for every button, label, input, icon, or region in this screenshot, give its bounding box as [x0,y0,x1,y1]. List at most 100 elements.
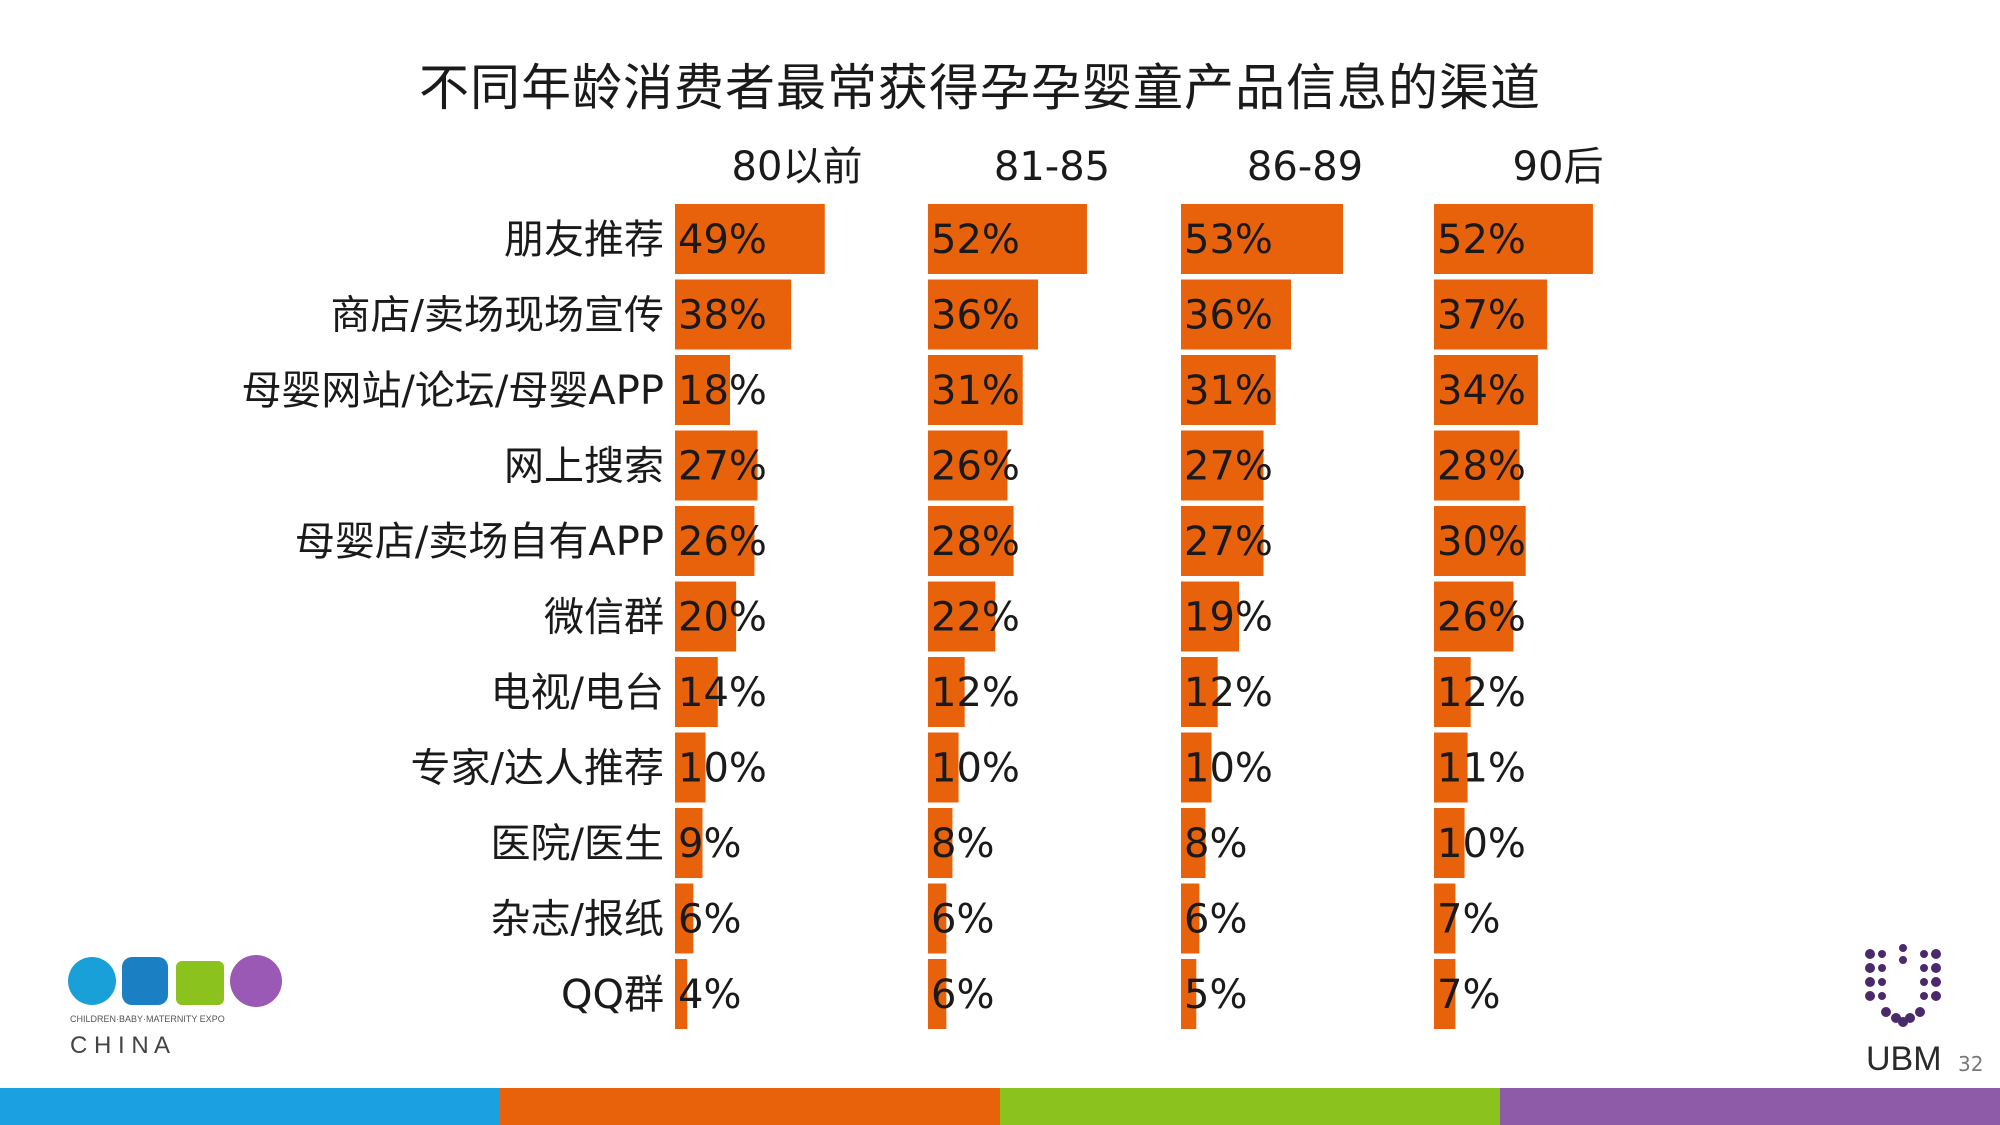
ubm-dot [1881,1007,1891,1017]
data-label: 27% [678,444,767,490]
data-label: 26% [931,444,1020,490]
data-label: 12% [1184,670,1273,716]
bar [1434,204,1593,274]
data-label: 22% [931,595,1020,641]
data-label: 10% [931,746,1020,792]
ubm-dot [1920,950,1928,958]
bar [675,430,758,501]
bar [1434,959,1456,1029]
bar [928,732,959,803]
bar [675,506,755,576]
ubm-dot [1920,964,1928,972]
ubm-dot [1865,977,1875,987]
bar [675,581,737,652]
cbme-e-shape [230,955,282,1007]
data-label: 8% [931,821,994,867]
series-header: 90后 [1513,144,1604,190]
bar [928,657,965,727]
bar [1181,279,1292,350]
bar [928,959,947,1029]
ubm-dot [1865,991,1875,1001]
category-label: 网上搜索 [504,444,664,490]
ubm-dot [1878,978,1886,986]
category-label: 杂志/报纸 [491,897,664,943]
bar [675,883,694,954]
data-label: 8% [1184,821,1247,867]
ubm-dot [1898,1017,1908,1027]
data-label: 34% [1437,368,1526,414]
cbme-b-shape [122,957,168,1005]
cbme-m-shape [176,961,224,1005]
bar [1181,732,1212,803]
bar [675,279,792,350]
data-label: 31% [1184,368,1273,414]
data-label: 52% [1437,217,1526,263]
ubm-dot [1915,1007,1925,1017]
category-label: 微信群 [544,595,664,641]
bar [928,355,1023,425]
ubm-dot [1931,991,1941,1001]
data-label: 10% [1437,821,1526,867]
category-label: 母婴网站/论坛/母婴APP [241,368,664,414]
ubm-logo-icon [1865,944,1941,1027]
data-label: 4% [678,972,741,1018]
data-label: 14% [678,670,767,716]
bar [1434,883,1456,954]
bar [928,430,1008,501]
category-label: 朋友推荐 [504,217,664,263]
data-label: 9% [678,821,741,867]
bar [1434,808,1465,878]
bar [1434,732,1468,803]
ubm-dot [1931,977,1941,987]
ubm-dot [1920,978,1928,986]
bar [1181,355,1276,425]
page-number: 32 [1958,1052,1984,1076]
bar [1181,657,1218,727]
stripe-purple [1500,1088,2000,1125]
data-label: 52% [931,217,1020,263]
series-header: 86-89 [1247,144,1363,190]
data-label: 7% [1437,972,1500,1018]
bar [1181,959,1197,1029]
data-label: 31% [931,368,1020,414]
bar [675,657,718,727]
data-label: 26% [678,519,767,565]
data-label: 6% [1184,897,1247,943]
bar [675,732,706,803]
ubm-dot [1878,950,1886,958]
bar [1434,430,1520,501]
bar [928,808,953,878]
bar [1181,808,1206,878]
bar [675,959,688,1029]
bar [1434,355,1538,425]
bar [1181,506,1264,576]
bar [928,581,996,652]
bar [675,204,825,274]
data-label: 6% [678,897,741,943]
cbme-china: C H I N A [70,1032,170,1059]
data-label: 28% [931,519,1020,565]
data-label: 27% [1184,519,1273,565]
data-label: 12% [1437,670,1526,716]
data-label: 38% [678,293,767,339]
data-label: 12% [931,670,1020,716]
cbme-subtitle: CHILDREN·BABY·MATERNITY EXPO [70,1014,225,1024]
bar [1434,506,1526,576]
data-label: 26% [1437,595,1526,641]
bar [1434,657,1471,727]
data-label: 11% [1437,746,1526,792]
bar [1434,581,1514,652]
bar [928,279,1039,350]
series-header: 81-85 [994,144,1110,190]
stripe-orange [500,1088,1000,1125]
data-label: 37% [1437,293,1526,339]
category-label: 母婴店/卖场自有APP [295,519,664,565]
data-label: 20% [678,595,767,641]
bottom-color-stripe [0,1088,2000,1125]
ubm-dot [1931,949,1941,959]
data-label: 19% [1184,595,1273,641]
data-label: 7% [1437,897,1500,943]
bar [928,204,1087,274]
cbme-c-shape [68,957,116,1005]
data-label: 30% [1437,519,1526,565]
